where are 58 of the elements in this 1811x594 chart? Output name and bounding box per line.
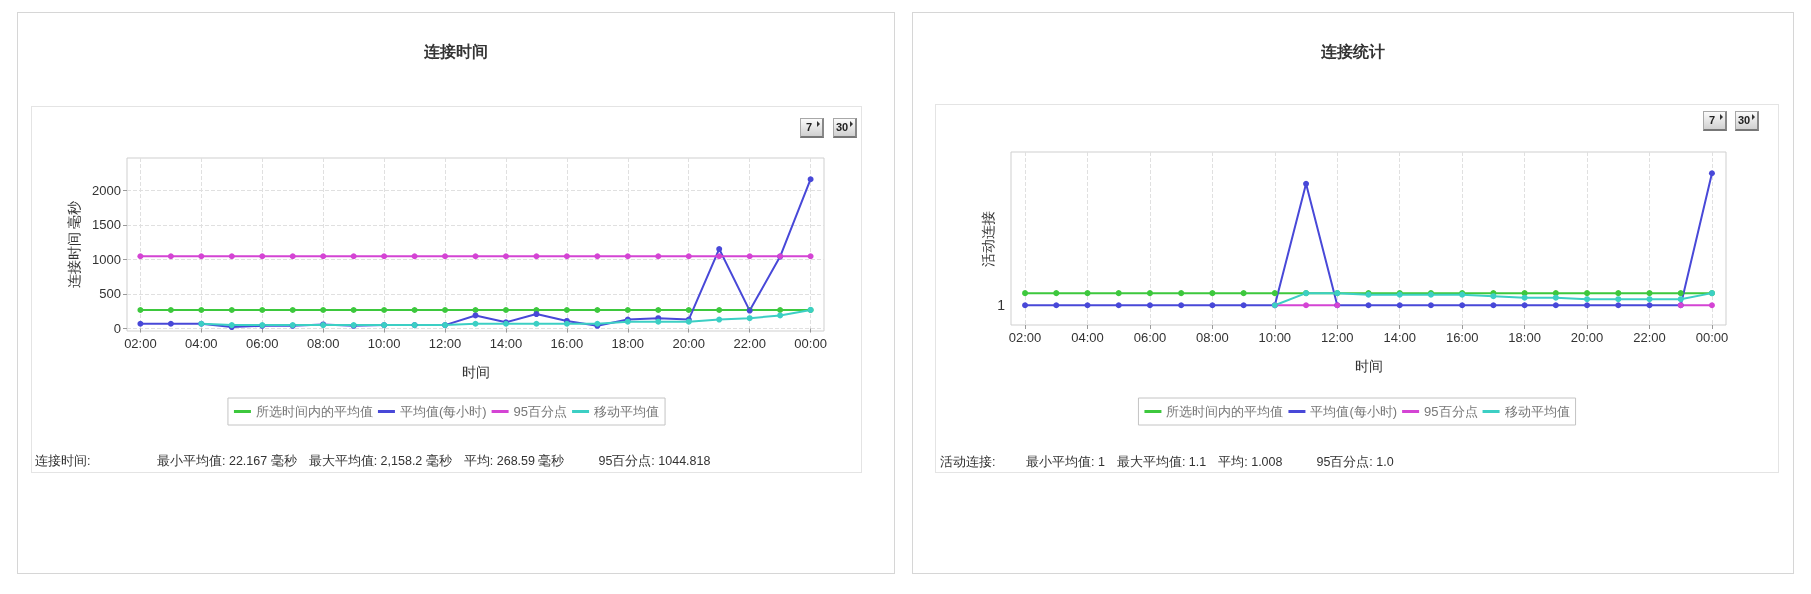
x-tick-label: 10:00 <box>367 336 401 351</box>
button: 7 <box>800 118 824 138</box>
text: 最小平均值: 1 <box>1026 453 1105 471</box>
x-axis-title: 时间 <box>1354 358 1383 374</box>
x-tick-label: 18:00 <box>611 336 645 351</box>
legend-label: 平均值(每小时) <box>1310 404 1398 419</box>
x-tick-label: 18:00 <box>1508 330 1541 345</box>
text: 平均: 268.59 毫秒 <box>463 452 565 470</box>
x-tick-label: 22:00 <box>733 336 766 351</box>
x-tick-label: 14:00 <box>1383 330 1416 345</box>
text: 连接时间: <box>35 452 92 470</box>
x-axis-title: 时间 <box>461 364 490 380</box>
y-tick-label: 1000 <box>92 251 121 267</box>
y-tick-label: 500 <box>99 286 121 302</box>
chart-title: 连接统计 <box>1320 42 1386 63</box>
x-tick-label: 08:00 <box>306 336 340 351</box>
text: 最大平均值: 2,158.2 毫秒 <box>308 452 452 470</box>
x-tick-label: 00:00 <box>794 336 827 351</box>
x-tick-label: 10:00 <box>1258 330 1292 345</box>
x-tick-label: 20:00 <box>1570 330 1604 345</box>
legend-label: 95百分点 <box>1424 404 1478 419</box>
legend-label: 所选时间内的平均值 <box>1166 404 1284 419</box>
button: 30 <box>1735 111 1759 131</box>
x-tick-label: 06:00 <box>245 336 279 351</box>
legend-label: 所选时间内的平均值 <box>255 404 373 419</box>
legend-label: 95百分点 <box>513 404 568 419</box>
text: 1 <box>997 297 1005 313</box>
y-axis-title: 连接时间 毫秒 <box>66 200 83 289</box>
text: 95百分点: 1044.818 <box>598 452 711 470</box>
x-tick-label: 22:00 <box>1633 330 1666 345</box>
x-tick-label: 20:00 <box>672 336 706 351</box>
x-tick-label: 16:00 <box>550 336 584 351</box>
text: 95百分点: 1.0 <box>1316 453 1394 471</box>
x-tick-label: 16:00 <box>1445 330 1479 345</box>
x-tick-label: 12:00 <box>428 336 462 351</box>
chart-title: 连接时间 <box>423 42 489 63</box>
x-tick-label: 04:00 <box>185 336 218 351</box>
button: 30 <box>833 118 857 138</box>
text: 活动连接: <box>940 453 997 471</box>
x-tick-label: 02:00 <box>1008 330 1042 345</box>
text: 最大平均值: 1.1 <box>1116 453 1207 471</box>
x-tick-label: 06:00 <box>1133 330 1167 345</box>
text: 平均: 1.008 <box>1218 453 1283 471</box>
y-tick-label: 0 <box>113 321 121 337</box>
text: 最小平均值: 22.167 毫秒 <box>157 452 297 470</box>
x-tick-label: 08:00 <box>1196 330 1229 345</box>
x-tick-label: 14:00 <box>489 336 523 351</box>
x-tick-label: 04:00 <box>1071 330 1104 345</box>
x-tick-label: 12:00 <box>1321 330 1354 345</box>
legend-label: 移动平均值 <box>1504 404 1570 419</box>
legend-label: 平均值(每小时) <box>399 404 487 419</box>
y-axis-title: 活动连接 <box>980 210 996 267</box>
y-tick-label: 1500 <box>92 217 121 233</box>
y-tick-label: 2000 <box>92 182 121 198</box>
legend-label: 移动平均值 <box>594 404 660 419</box>
x-tick-label: 02:00 <box>124 336 157 351</box>
x-tick-label: 00:00 <box>1695 330 1729 345</box>
button: 7 <box>1703 111 1727 131</box>
